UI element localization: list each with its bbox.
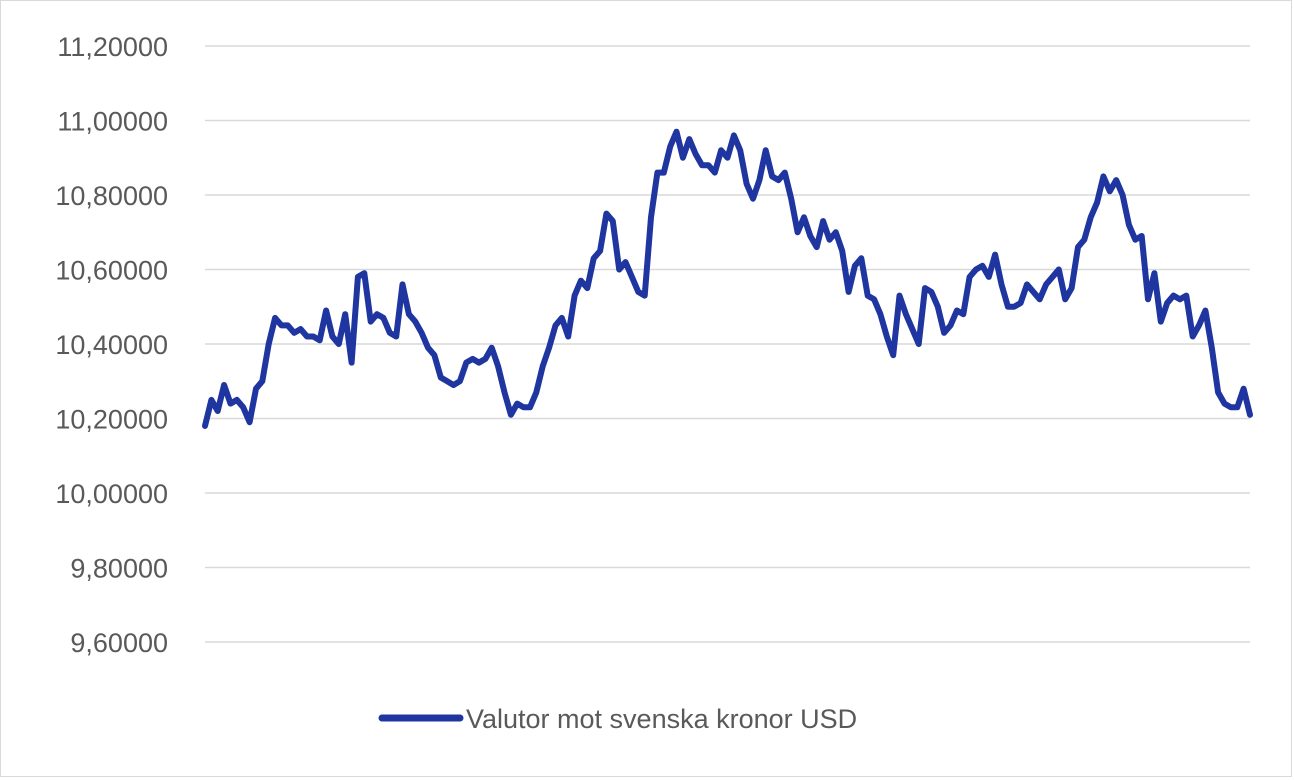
legend: Valutor mot svenska kronor USD: [378, 704, 857, 734]
y-tick-label: 10,20000: [55, 405, 168, 435]
y-tick-label: 11,20000: [57, 32, 168, 62]
y-tick-label: 10,00000: [55, 479, 168, 509]
y-tick-label: 10,80000: [55, 181, 168, 211]
y-tick-label: 10,60000: [55, 256, 168, 286]
y-tick-label: 9,60000: [70, 628, 168, 658]
y-tick-label: 11,00000: [57, 107, 168, 137]
y-axis-labels: 9,60000 9,80000 10,00000 10,20000 10,40000 10…: [55, 32, 168, 658]
legend-label: Valutor mot svenska kronor USD: [466, 704, 857, 734]
series-line: [202, 128, 1253, 429]
y-tick-label: 10,40000: [55, 330, 168, 360]
gridlines: [205, 45, 1250, 643]
series-group: [202, 128, 1253, 429]
y-tick-label: 9,80000: [70, 554, 168, 584]
